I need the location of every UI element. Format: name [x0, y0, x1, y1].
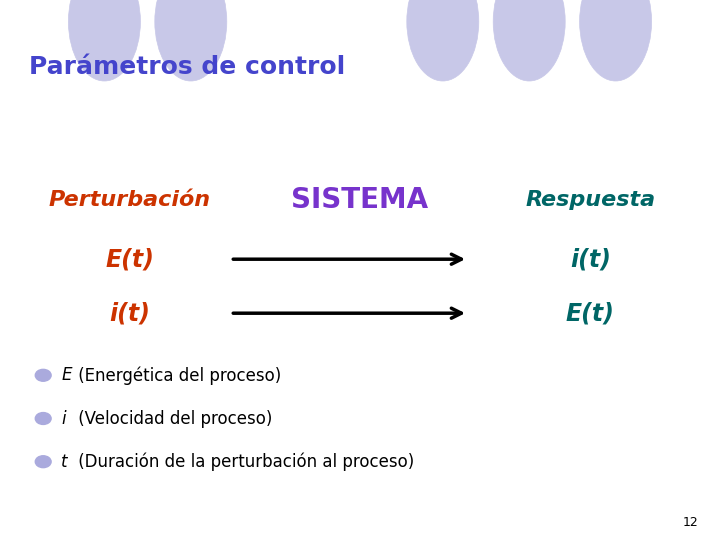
Circle shape — [35, 369, 51, 381]
Circle shape — [35, 456, 51, 468]
Ellipse shape — [407, 0, 479, 81]
Text: SISTEMA: SISTEMA — [292, 186, 428, 214]
Text: (Duración de la perturbación al proceso): (Duración de la perturbación al proceso) — [73, 453, 414, 471]
Text: 12: 12 — [683, 516, 698, 529]
Text: E(t): E(t) — [105, 247, 154, 271]
Text: Parámetros de control: Parámetros de control — [29, 56, 345, 79]
Text: i: i — [61, 409, 66, 428]
Text: Perturbación: Perturbación — [48, 190, 211, 210]
Text: Respuesta: Respuesta — [526, 190, 655, 210]
Text: (Velocidad del proceso): (Velocidad del proceso) — [73, 409, 272, 428]
Text: i(t): i(t) — [109, 301, 150, 325]
Ellipse shape — [493, 0, 565, 81]
Text: E(t): E(t) — [566, 301, 615, 325]
Ellipse shape — [155, 0, 227, 81]
Text: (Energética del proceso): (Energética del proceso) — [73, 366, 281, 384]
Text: t: t — [61, 453, 68, 471]
Ellipse shape — [68, 0, 140, 81]
Text: i(t): i(t) — [570, 247, 611, 271]
Text: E: E — [61, 366, 72, 384]
Circle shape — [35, 413, 51, 424]
Ellipse shape — [580, 0, 652, 81]
